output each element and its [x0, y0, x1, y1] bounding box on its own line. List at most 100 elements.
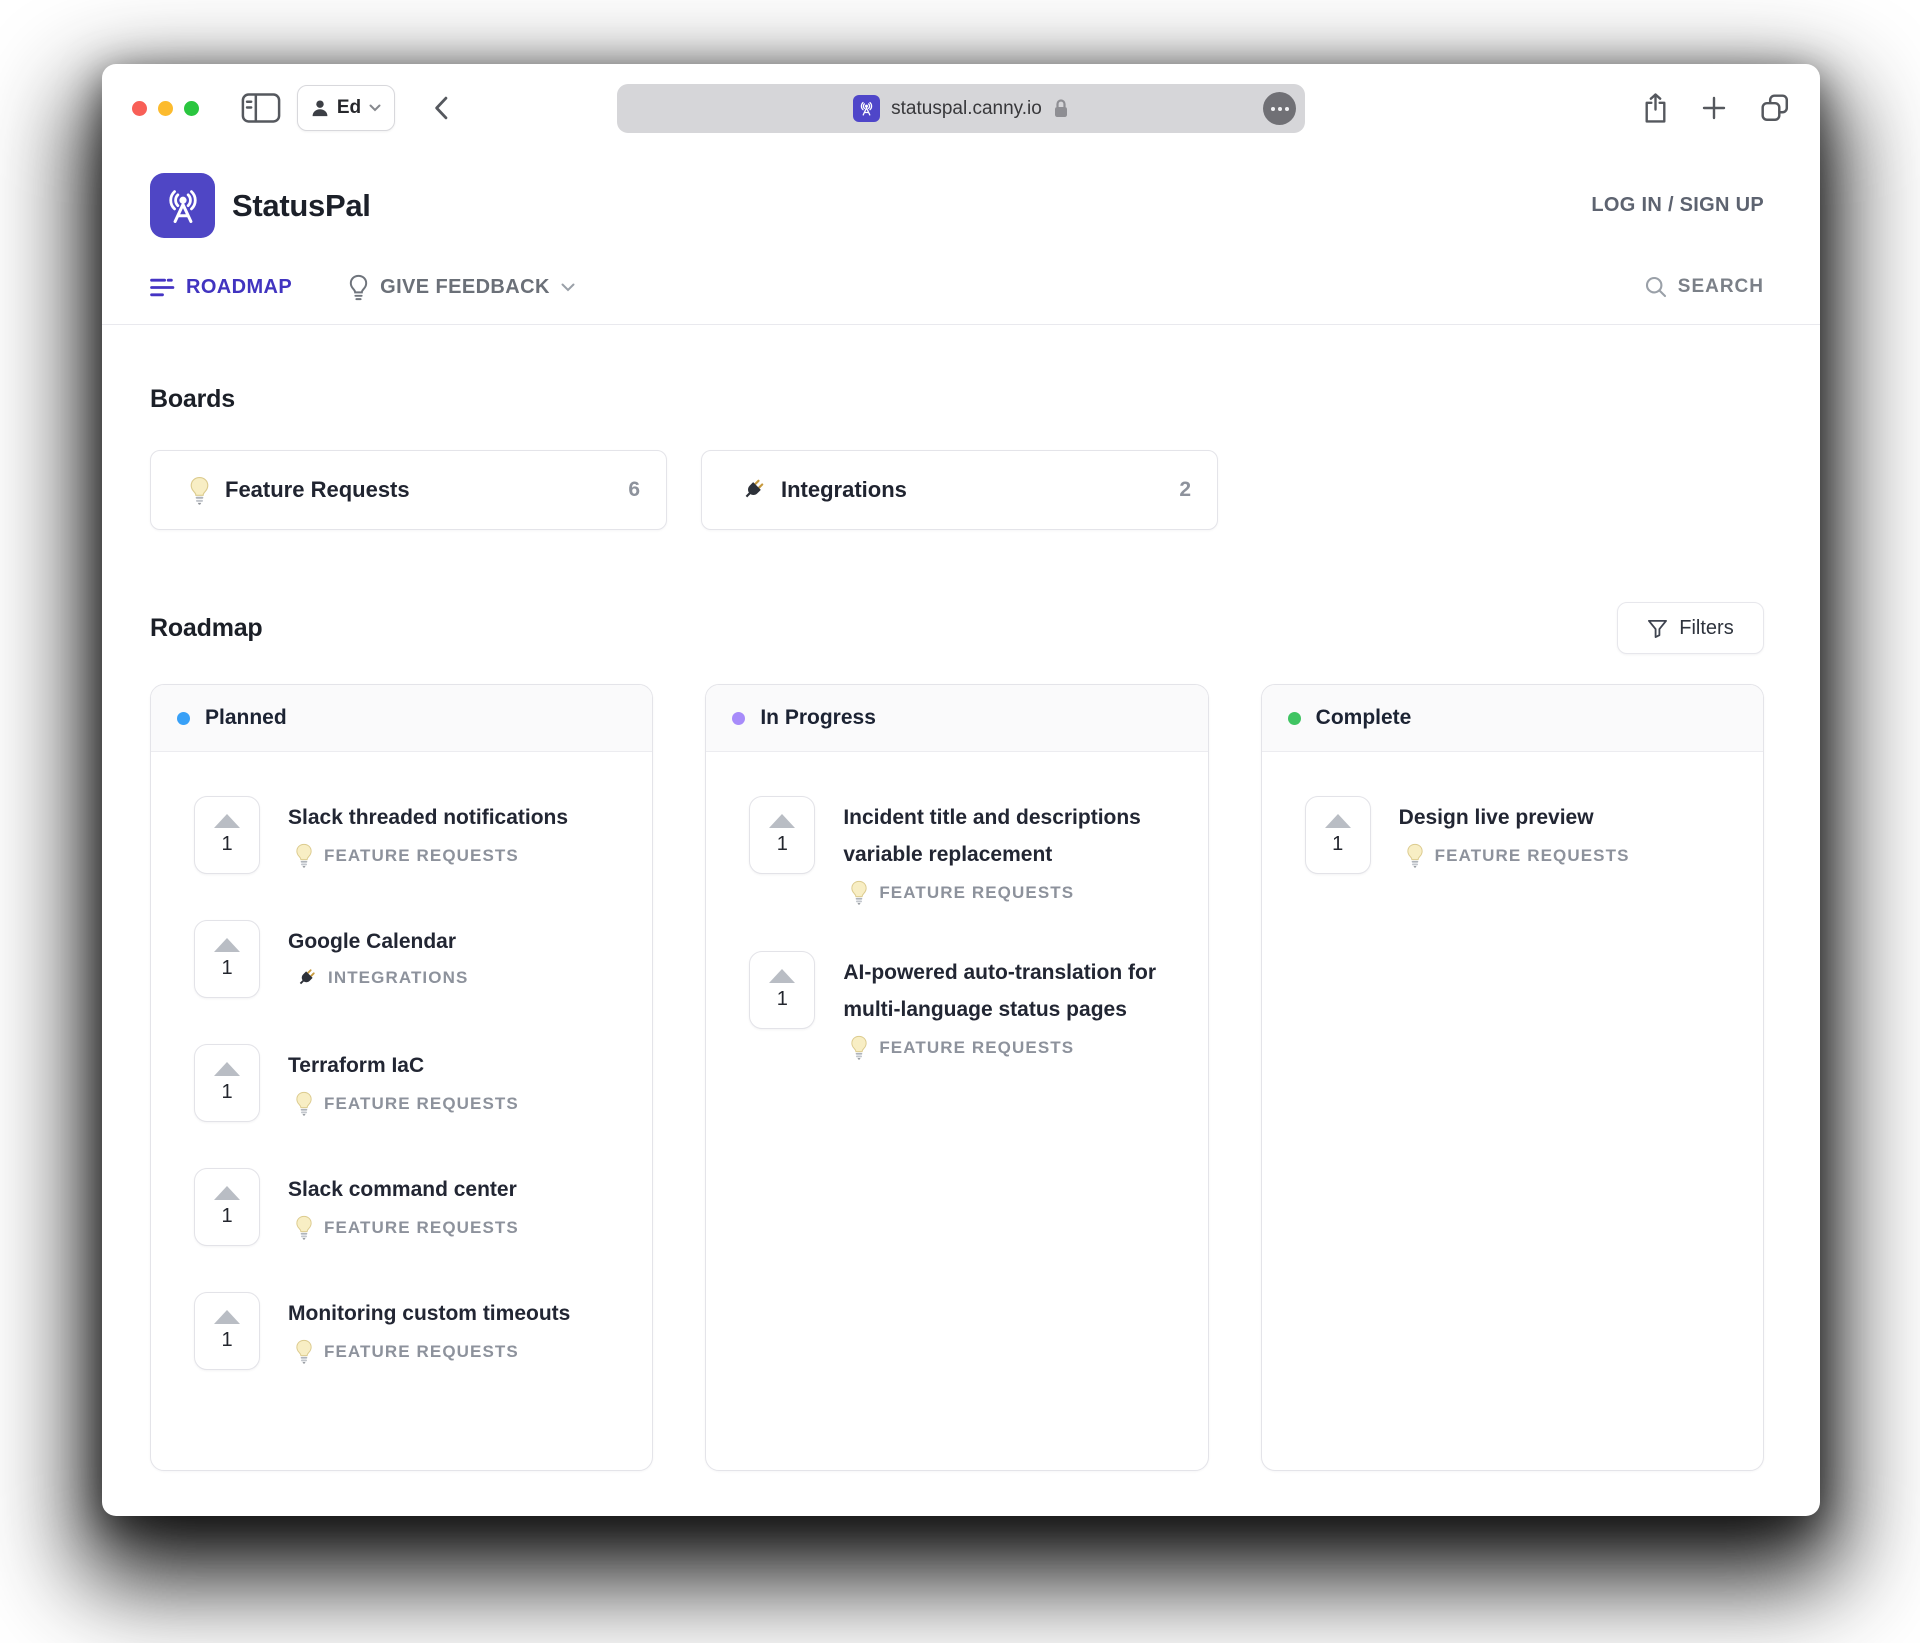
column-body: 1 Slack threaded notifications [151, 752, 652, 1414]
share-button[interactable] [1643, 93, 1668, 123]
item-board-tag-label: FEATURE REQUESTS [879, 1037, 1075, 1057]
roadmap-item[interactable]: 1 Terraform IaC [194, 1044, 628, 1122]
close-window-button[interactable] [132, 100, 147, 116]
roadmap-item[interactable]: 1 Design live preview [1304, 796, 1739, 874]
item-text: Terraform IaC [288, 1044, 519, 1122]
column-name: In Progress [760, 706, 876, 729]
roadmap-heading-row: Roadmap Filters [150, 602, 1764, 654]
back-chevron-icon [433, 96, 449, 120]
login-signup-link[interactable]: LOG IN / SIGN UP [1591, 194, 1764, 216]
person-icon [311, 99, 329, 117]
tab-overview-button[interactable] [1760, 93, 1790, 123]
item-text: Google Calendar [288, 920, 468, 998]
item-board-tag-label: FEATURE REQUESTS [324, 845, 519, 865]
vote-count: 1 [221, 833, 233, 855]
item-board-tag: FEATURE REQUESTS [288, 1339, 570, 1364]
statuspal-logo[interactable] [150, 173, 215, 238]
item-board-tag-label: FEATURE REQUESTS [324, 1341, 519, 1361]
roadmap-item[interactable]: 1 Slack command center [194, 1168, 628, 1246]
upvote-button[interactable]: 1 [194, 920, 260, 998]
board-card-title: Feature Requests [225, 477, 410, 502]
page-actions-button[interactable] [1263, 92, 1296, 125]
upvote-arrow-icon [214, 1186, 240, 1200]
item-text: AI-powered auto-translation for multi-la… [843, 951, 1158, 1060]
upvote-button[interactable]: 1 [749, 796, 816, 874]
item-board-tag: FEATURE REQUESTS [1399, 843, 1630, 868]
upvote-button[interactable]: 1 [194, 1168, 260, 1246]
address-bar[interactable]: statuspal.canny.io [617, 84, 1305, 133]
search-icon [1645, 276, 1667, 298]
lightbulb-icon [189, 476, 210, 505]
boards-heading: Boards [150, 385, 235, 413]
roadmap-item[interactable]: 1 AI-powered auto-translation for multi-… [749, 951, 1183, 1060]
column-header: Complete [1261, 685, 1763, 752]
chevron-down-icon [369, 104, 381, 112]
upvote-button[interactable]: 1 [194, 1292, 260, 1370]
board-card-list: Feature Requests 6 Integrations 2 [150, 450, 1764, 530]
upvote-arrow-icon [769, 814, 796, 828]
roadmap-item[interactable]: 1 Google Calendar [194, 920, 628, 998]
new-tab-button[interactable] [1701, 95, 1727, 121]
minimize-window-button[interactable] [158, 100, 173, 116]
vote-count: 1 [776, 833, 788, 855]
lightbulb-icon [850, 880, 868, 905]
item-board-tag: FEATURE REQUESTS [288, 843, 568, 868]
back-button[interactable] [433, 96, 449, 120]
board-card[interactable]: Feature Requests 6 [150, 450, 667, 530]
filter-funnel-icon [1647, 618, 1668, 639]
item-board-tag-label: FEATURE REQUESTS [324, 1217, 519, 1237]
roadmap-item[interactable]: 1 Incident title and descriptions variab… [749, 796, 1183, 905]
tab-give-feedback[interactable]: GIVE FEEDBACK [348, 274, 575, 301]
board-card-count: 2 [1179, 478, 1191, 501]
share-icon [1643, 93, 1668, 123]
board-card-count: 6 [628, 478, 640, 501]
upvote-button[interactable]: 1 [749, 951, 816, 1029]
item-text: Incident title and descriptions variable… [843, 796, 1158, 905]
upvote-button[interactable]: 1 [194, 796, 260, 874]
item-board-tag: FEATURE REQUESTS [288, 1215, 519, 1240]
roadmap-item[interactable]: 1 Slack threaded notifications [194, 796, 628, 874]
item-text: Monitoring custom timeouts [288, 1292, 570, 1370]
site-nav: ROADMAP GIVE FEEDBACK [102, 238, 1820, 306]
item-board-tag-label: FEATURE REQUESTS [324, 1093, 519, 1113]
vote-count: 1 [221, 1329, 233, 1351]
upvote-arrow-icon [214, 938, 240, 952]
plug-icon [740, 477, 766, 503]
status-dot [732, 711, 746, 725]
filters-label: Filters [1679, 616, 1734, 639]
vote-count: 1 [776, 988, 788, 1010]
item-board-tag-label: FEATURE REQUESTS [1434, 845, 1630, 865]
traffic-lights [132, 100, 199, 116]
zoom-window-button[interactable] [184, 100, 199, 116]
plug-icon [295, 967, 317, 989]
vote-count: 1 [221, 1081, 233, 1103]
upvote-arrow-icon [1324, 814, 1351, 828]
sidebar-toggle-button[interactable] [241, 93, 281, 123]
item-title: Google Calendar [288, 930, 457, 953]
board-card[interactable]: Integrations 2 [701, 450, 1218, 530]
roadmap-heading: Roadmap [150, 613, 263, 642]
toolbar-right [1643, 93, 1790, 123]
sidebar-icon [241, 93, 281, 123]
plus-icon [1701, 95, 1727, 121]
upvote-button[interactable]: 1 [194, 1044, 260, 1122]
lightbulb-icon [295, 843, 313, 868]
item-board-tag: FEATURE REQUESTS [843, 880, 1158, 905]
item-board-tag: INTEGRATIONS [288, 967, 468, 989]
profile-menu-button[interactable]: Ed [297, 85, 395, 131]
item-title: Incident title and descriptions variable… [843, 806, 1141, 866]
item-board-tag-label: FEATURE REQUESTS [879, 882, 1075, 902]
page-content: Boards Feature Requests 6 [102, 385, 1820, 1471]
lock-icon [1053, 98, 1069, 119]
tabs-icon [1760, 93, 1790, 123]
filters-button[interactable]: Filters [1617, 602, 1764, 654]
roadmap-column: Planned 1 Slack threaded notifications [150, 684, 654, 1471]
tab-roadmap[interactable]: ROADMAP [150, 276, 292, 299]
status-dot [1287, 711, 1301, 725]
site-title: StatusPal [232, 187, 371, 223]
upvote-arrow-icon [214, 814, 240, 828]
upvote-button[interactable]: 1 [1304, 796, 1371, 874]
search-button[interactable]: SEARCH [1645, 276, 1764, 298]
roadmap-item[interactable]: 1 Monitoring custom timeouts [194, 1292, 628, 1370]
